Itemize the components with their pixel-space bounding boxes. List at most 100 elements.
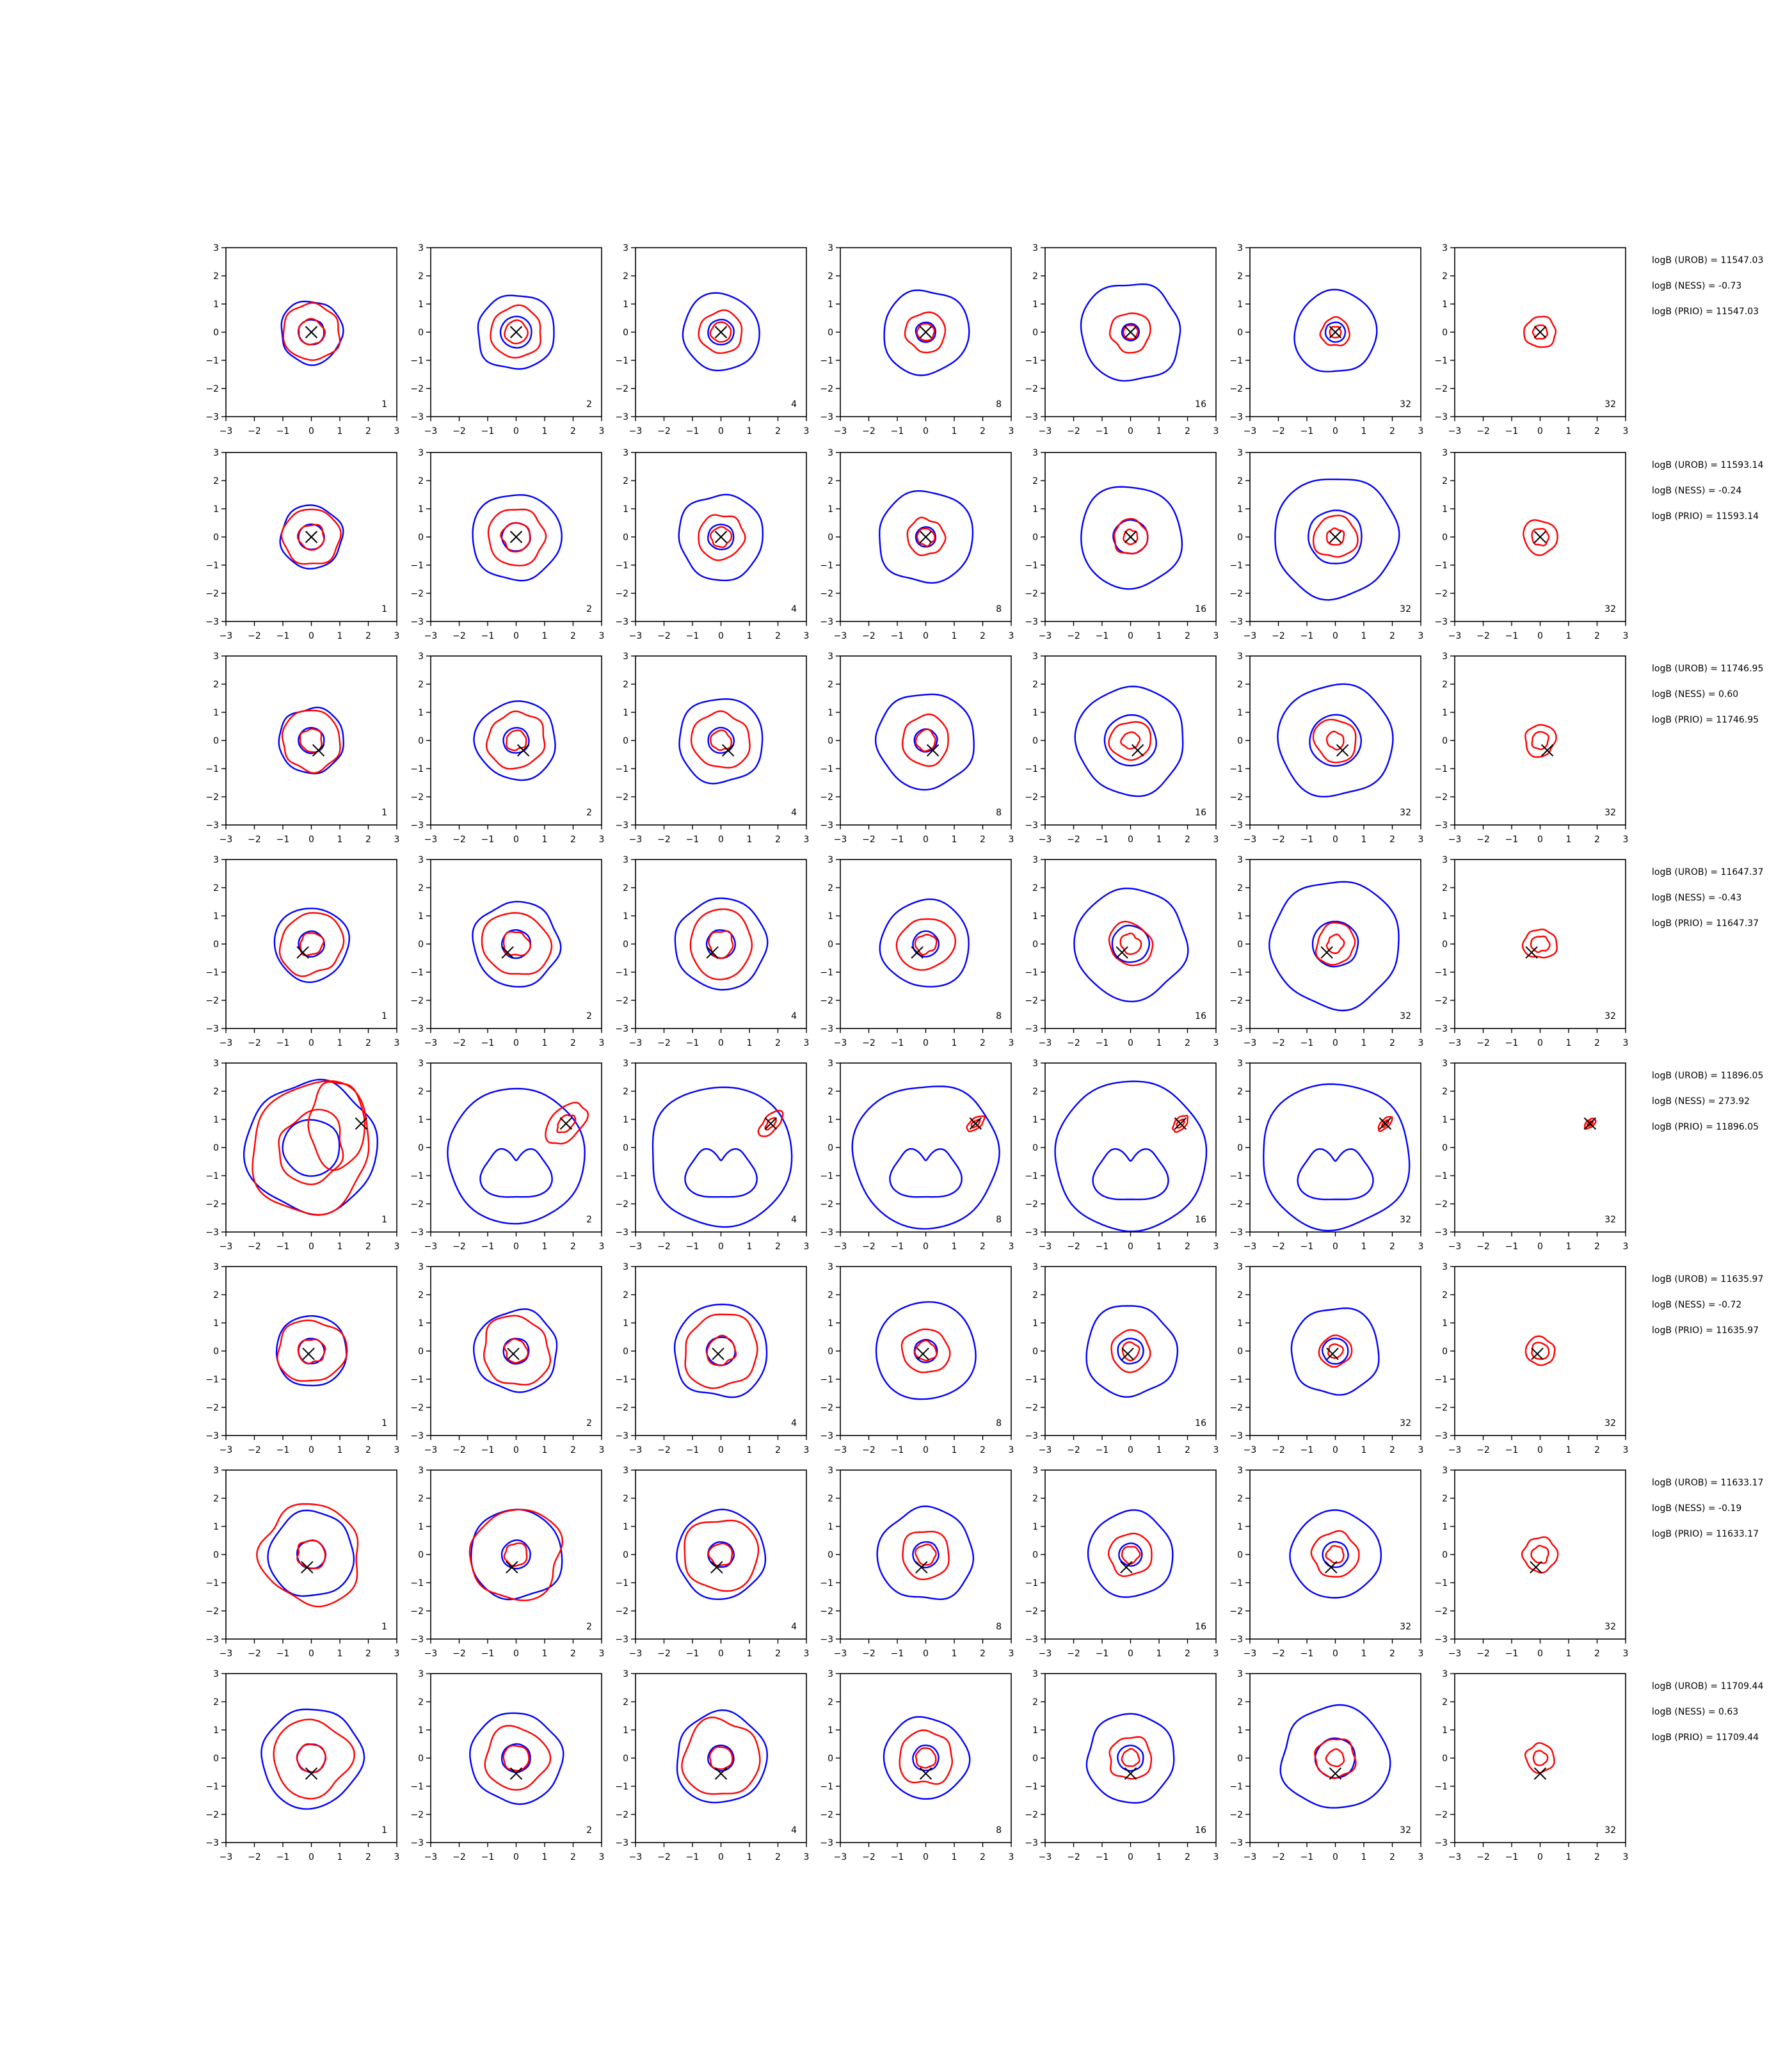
x-tick-label: 1 [542, 631, 548, 641]
true-value-marker [1320, 946, 1333, 959]
blue-contour [913, 728, 938, 753]
y-tick-label: −1 [1434, 1375, 1448, 1385]
y-tick-label: 3 [1442, 243, 1448, 253]
logb-annotation: logB (PRIO) = 11647.37 [1652, 918, 1759, 929]
true-value-marker [559, 1117, 573, 1130]
x-tick-label: 3 [599, 835, 605, 845]
y-tick-label: 2 [1442, 680, 1448, 690]
x-tick-label: 0 [1332, 1242, 1338, 1252]
red-contour [276, 1319, 348, 1382]
blue-contour [676, 1508, 767, 1601]
y-tick-label: 0 [1442, 532, 1448, 543]
blue-contour [1080, 486, 1183, 590]
true-value-marker [501, 946, 514, 959]
x-tick-label: 2 [1594, 426, 1600, 436]
y-tick-label: −1 [1229, 356, 1243, 366]
y-tick-label: −1 [1434, 1782, 1448, 1792]
y-tick-label: 1 [418, 1522, 424, 1532]
x-tick-label: −1 [481, 1445, 495, 1455]
red-contour [899, 1729, 954, 1785]
y-tick-label: 1 [1032, 300, 1038, 310]
x-tick-label: 2 [1185, 1242, 1190, 1252]
y-tick-label: 3 [1032, 1466, 1038, 1476]
y-tick-label: −1 [1434, 1578, 1448, 1588]
x-tick-label: −2 [452, 1242, 466, 1252]
y-tick-label: 2 [623, 476, 628, 486]
true-value-marker [1533, 531, 1547, 543]
y-tick-label: −1 [615, 1578, 628, 1588]
axes-frame [430, 859, 602, 1029]
y-tick-label: 0 [418, 1754, 424, 1764]
x-tick-label: 1 [337, 1445, 343, 1455]
x-tick-label: 3 [1213, 631, 1219, 641]
y-tick-label: 2 [828, 271, 833, 282]
subplot-r2-n2: −3−3 −2 −2 −1 −1 0 0 1 1 2 2 3 3 2 [410, 448, 604, 641]
red-contour [296, 1539, 326, 1569]
red-contour [503, 1542, 528, 1567]
x-tick-label: 3 [1623, 1242, 1629, 1252]
x-tick-label: −1 [1096, 426, 1109, 436]
y-tick-label: −1 [1434, 968, 1448, 978]
y-tick-label: 3 [1442, 652, 1448, 662]
y-tick-label: 0 [623, 1550, 628, 1560]
x-tick-label: 2 [1594, 1852, 1600, 1862]
y-tick-label: −2 [410, 1403, 424, 1413]
true-value-marker [516, 744, 530, 757]
panel-count-label: 8 [996, 1418, 1002, 1428]
x-tick-label: 0 [1128, 426, 1133, 436]
panel-count-label: 2 [586, 1011, 592, 1021]
x-tick-label: 0 [308, 631, 314, 641]
logb-annotation: logB (UROB) = 11896.05 [1652, 1071, 1763, 1081]
subplot-r7-n16: −3−3 −2 −2 −1 −1 0 0 1 1 2 2 3 3 16 [1025, 1466, 1219, 1659]
red-contour [1521, 928, 1558, 959]
logb-annotation: logB (PRIO) = 11746.95 [1652, 715, 1759, 725]
logb-annotation: logB (NESS) = -0.43 [1652, 893, 1741, 903]
true-value-marker [1533, 1767, 1547, 1780]
y-tick-label: 0 [1032, 1143, 1038, 1153]
blue-contour [889, 1148, 963, 1198]
y-tick-label: −1 [615, 1782, 628, 1792]
x-tick-label: 0 [1537, 835, 1543, 845]
y-tick-label: 1 [1442, 1318, 1448, 1329]
x-tick-label: −2 [248, 631, 261, 641]
panel-count-label: 4 [791, 808, 797, 818]
x-tick-label: −1 [891, 1649, 904, 1659]
subplot-r5-n8: −3−3 −2 −2 −1 −1 0 0 1 1 2 2 3 3 8 [820, 1059, 1014, 1252]
y-tick-label: 2 [213, 680, 219, 690]
axes-frame [1044, 1062, 1217, 1233]
red-contour [282, 302, 341, 361]
y-tick-label: 0 [1442, 736, 1448, 746]
y-tick-label: −3 [205, 1431, 219, 1441]
y-tick-label: 2 [1237, 680, 1243, 690]
axes-frame [430, 655, 602, 826]
x-tick-label: 2 [775, 1038, 781, 1048]
y-tick-label: 0 [213, 1550, 219, 1560]
y-tick-label: −1 [820, 1578, 833, 1588]
y-tick-label: −1 [410, 1578, 424, 1588]
true-value-marker [712, 1347, 724, 1361]
blue-contour [280, 300, 344, 366]
x-tick-label: 1 [1156, 1242, 1162, 1252]
red-contour [298, 317, 326, 346]
y-tick-label: 3 [623, 1262, 628, 1272]
subplot-r3-n32: −3−3 −2 −2 −1 −1 0 0 1 1 2 2 3 3 32 [1229, 652, 1423, 845]
red-contour [1121, 1748, 1140, 1767]
x-tick-label: −1 [1300, 1649, 1314, 1659]
y-tick-label: 2 [1237, 1494, 1243, 1504]
x-tick-label: 0 [308, 1038, 314, 1048]
y-tick-label: 3 [1237, 243, 1243, 253]
y-tick-label: 1 [213, 1318, 219, 1329]
x-tick-label: −1 [1505, 1038, 1519, 1048]
subplot-r6-n4: −3−3 −2 −2 −1 −1 0 0 1 1 2 2 3 3 4 [615, 1262, 809, 1455]
blue-contour [682, 292, 760, 372]
x-tick-label: −3 [424, 1445, 438, 1455]
panel-count-label: 32 [1604, 1622, 1616, 1632]
x-tick-label: −1 [1300, 426, 1314, 436]
x-tick-label: 1 [1361, 1445, 1367, 1455]
y-tick-label: 1 [1032, 1725, 1038, 1736]
red-contour [1113, 518, 1149, 555]
x-tick-label: 0 [718, 1852, 724, 1862]
x-tick-label: −3 [1244, 631, 1257, 641]
x-tick-label: −3 [424, 426, 438, 436]
